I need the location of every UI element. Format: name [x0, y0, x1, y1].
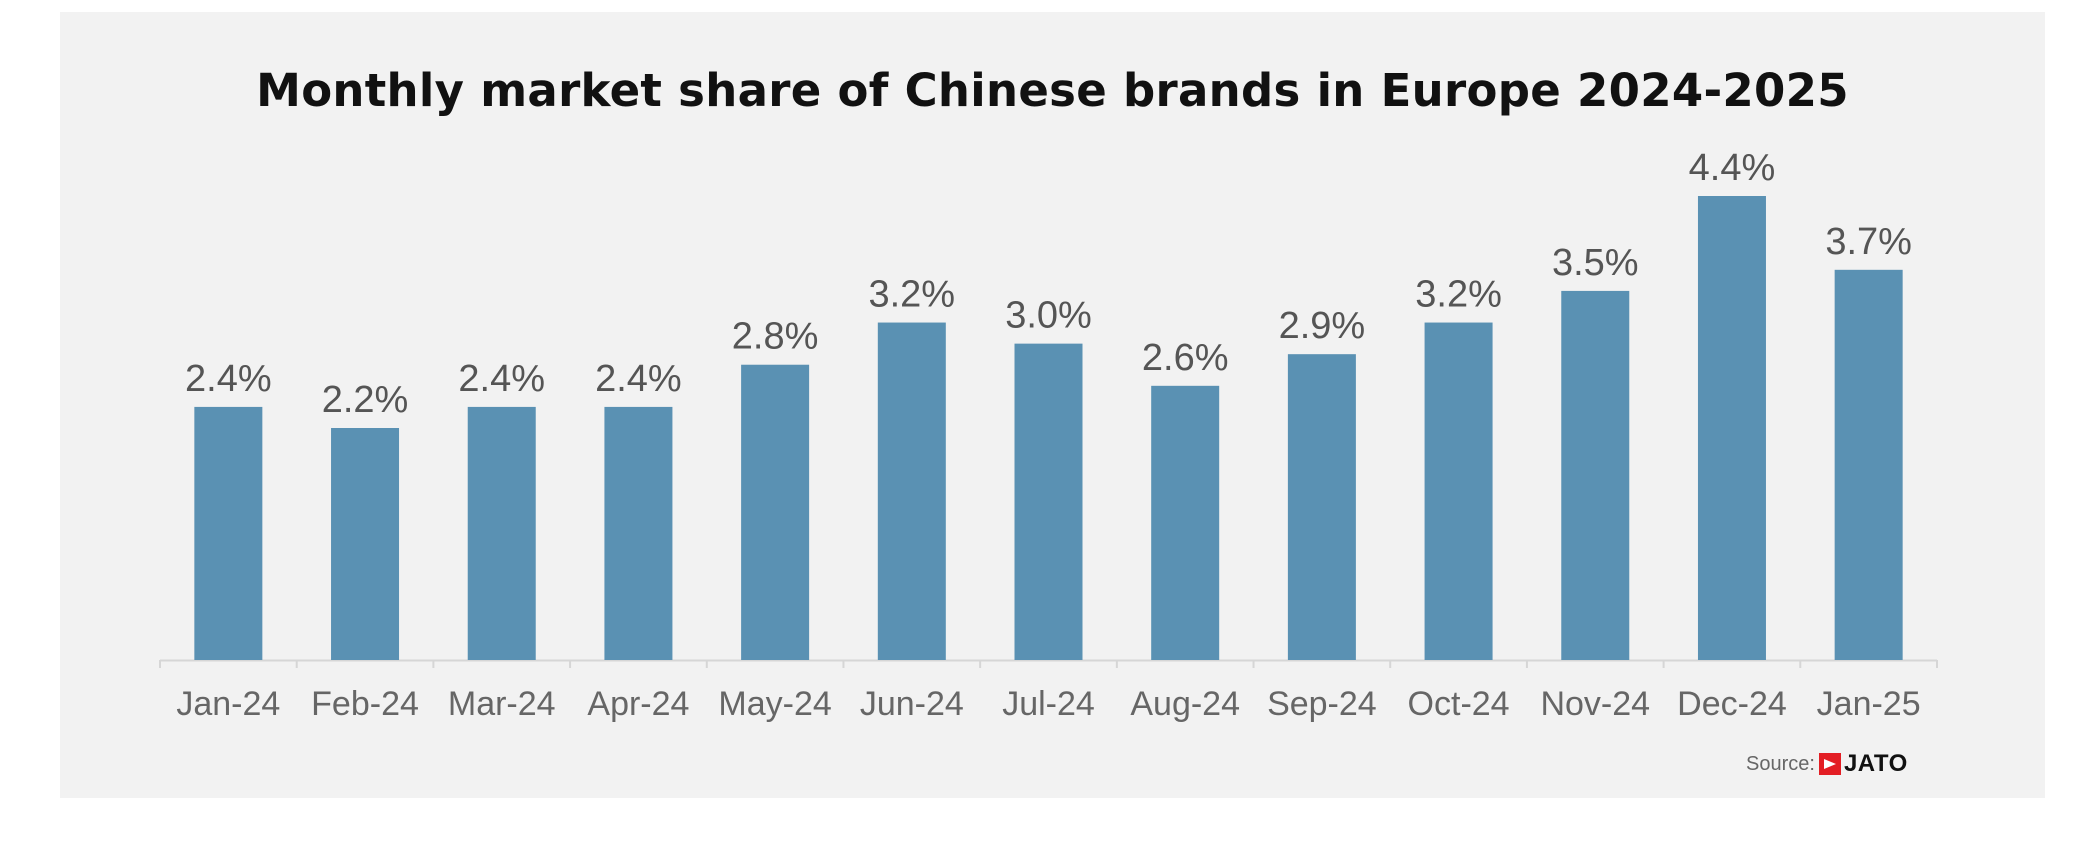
bar-oct-24 [1424, 322, 1493, 660]
bar-dec-24 [1697, 196, 1766, 660]
category-label-aug-24: Aug-24 [1130, 685, 1240, 723]
chart-title: Monthly market share of Chinese brands i… [256, 64, 1849, 117]
value-label-may-24: 2.8% [732, 316, 819, 358]
category-label-jan-25: Jan-25 [1817, 685, 1921, 723]
value-label-nov-24: 3.5% [1552, 242, 1639, 284]
bar-aug-24 [1151, 385, 1220, 660]
category-label-jan-24: Jan-24 [176, 685, 280, 723]
category-labels-group: Jan-24 Feb-24 Mar-24 Apr-24 May-24 Jun-24 Jul-… [176, 685, 1920, 723]
bar-chart: 2.4% 2.2% 2.4% 2.4% 2.8% 3.2% 3.0% 2.6% 2.9% 3.2%… [159, 147, 1938, 723]
bar-jun-24 [877, 322, 946, 660]
value-label-dec-24: 4.4% [1689, 147, 1776, 189]
bar-jan-25 [1834, 269, 1903, 660]
value-labels-group: 2.4% 2.2% 2.4% 2.4% 2.8% 3.2% 3.0% 2.6% 2.9% 3.2%… [185, 147, 1912, 421]
source-label: Source: [1746, 752, 1815, 775]
bar-nov-24 [1561, 290, 1630, 660]
source-credit: Source: JATO [1746, 750, 1908, 778]
bar-sep-24 [1287, 354, 1356, 660]
category-label-nov-24: Nov-24 [1540, 685, 1650, 723]
jato-flag-icon [1818, 753, 1841, 775]
value-label-jun-24: 3.2% [868, 274, 955, 316]
bar-jan-24 [194, 406, 263, 660]
value-label-sep-24: 2.9% [1279, 305, 1366, 347]
chart-panel: Monthly market share of Chinese brands i… [60, 12, 2045, 798]
bars-group [194, 196, 1903, 660]
value-label-jul-24: 3.0% [1005, 295, 1092, 337]
value-label-jan-25: 3.7% [1825, 221, 1912, 263]
bar-may-24 [741, 364, 810, 660]
category-label-may-24: May-24 [718, 685, 831, 723]
category-label-feb-24: Feb-24 [311, 685, 419, 723]
jato-brand: JATO [1843, 750, 1908, 777]
bar-jul-24 [1014, 343, 1083, 660]
category-label-sep-24: Sep-24 [1267, 685, 1377, 723]
value-label-feb-24: 2.2% [322, 379, 409, 421]
category-label-jun-24: Jun-24 [860, 685, 964, 723]
category-label-mar-24: Mar-24 [448, 685, 556, 723]
category-label-dec-24: Dec-24 [1677, 685, 1787, 723]
value-label-oct-24: 3.2% [1415, 274, 1502, 316]
value-label-mar-24: 2.4% [458, 358, 545, 400]
bar-apr-24 [604, 406, 673, 660]
value-label-aug-24: 2.6% [1142, 337, 1229, 379]
bar-feb-24 [331, 428, 400, 660]
category-label-jul-24: Jul-24 [1002, 685, 1095, 723]
value-label-jan-24: 2.4% [185, 358, 272, 400]
bar-mar-24 [467, 406, 536, 660]
jato-logo: JATO [1818, 750, 1908, 778]
value-label-apr-24: 2.4% [595, 358, 682, 400]
category-label-apr-24: Apr-24 [587, 685, 689, 723]
category-label-oct-24: Oct-24 [1408, 685, 1510, 723]
